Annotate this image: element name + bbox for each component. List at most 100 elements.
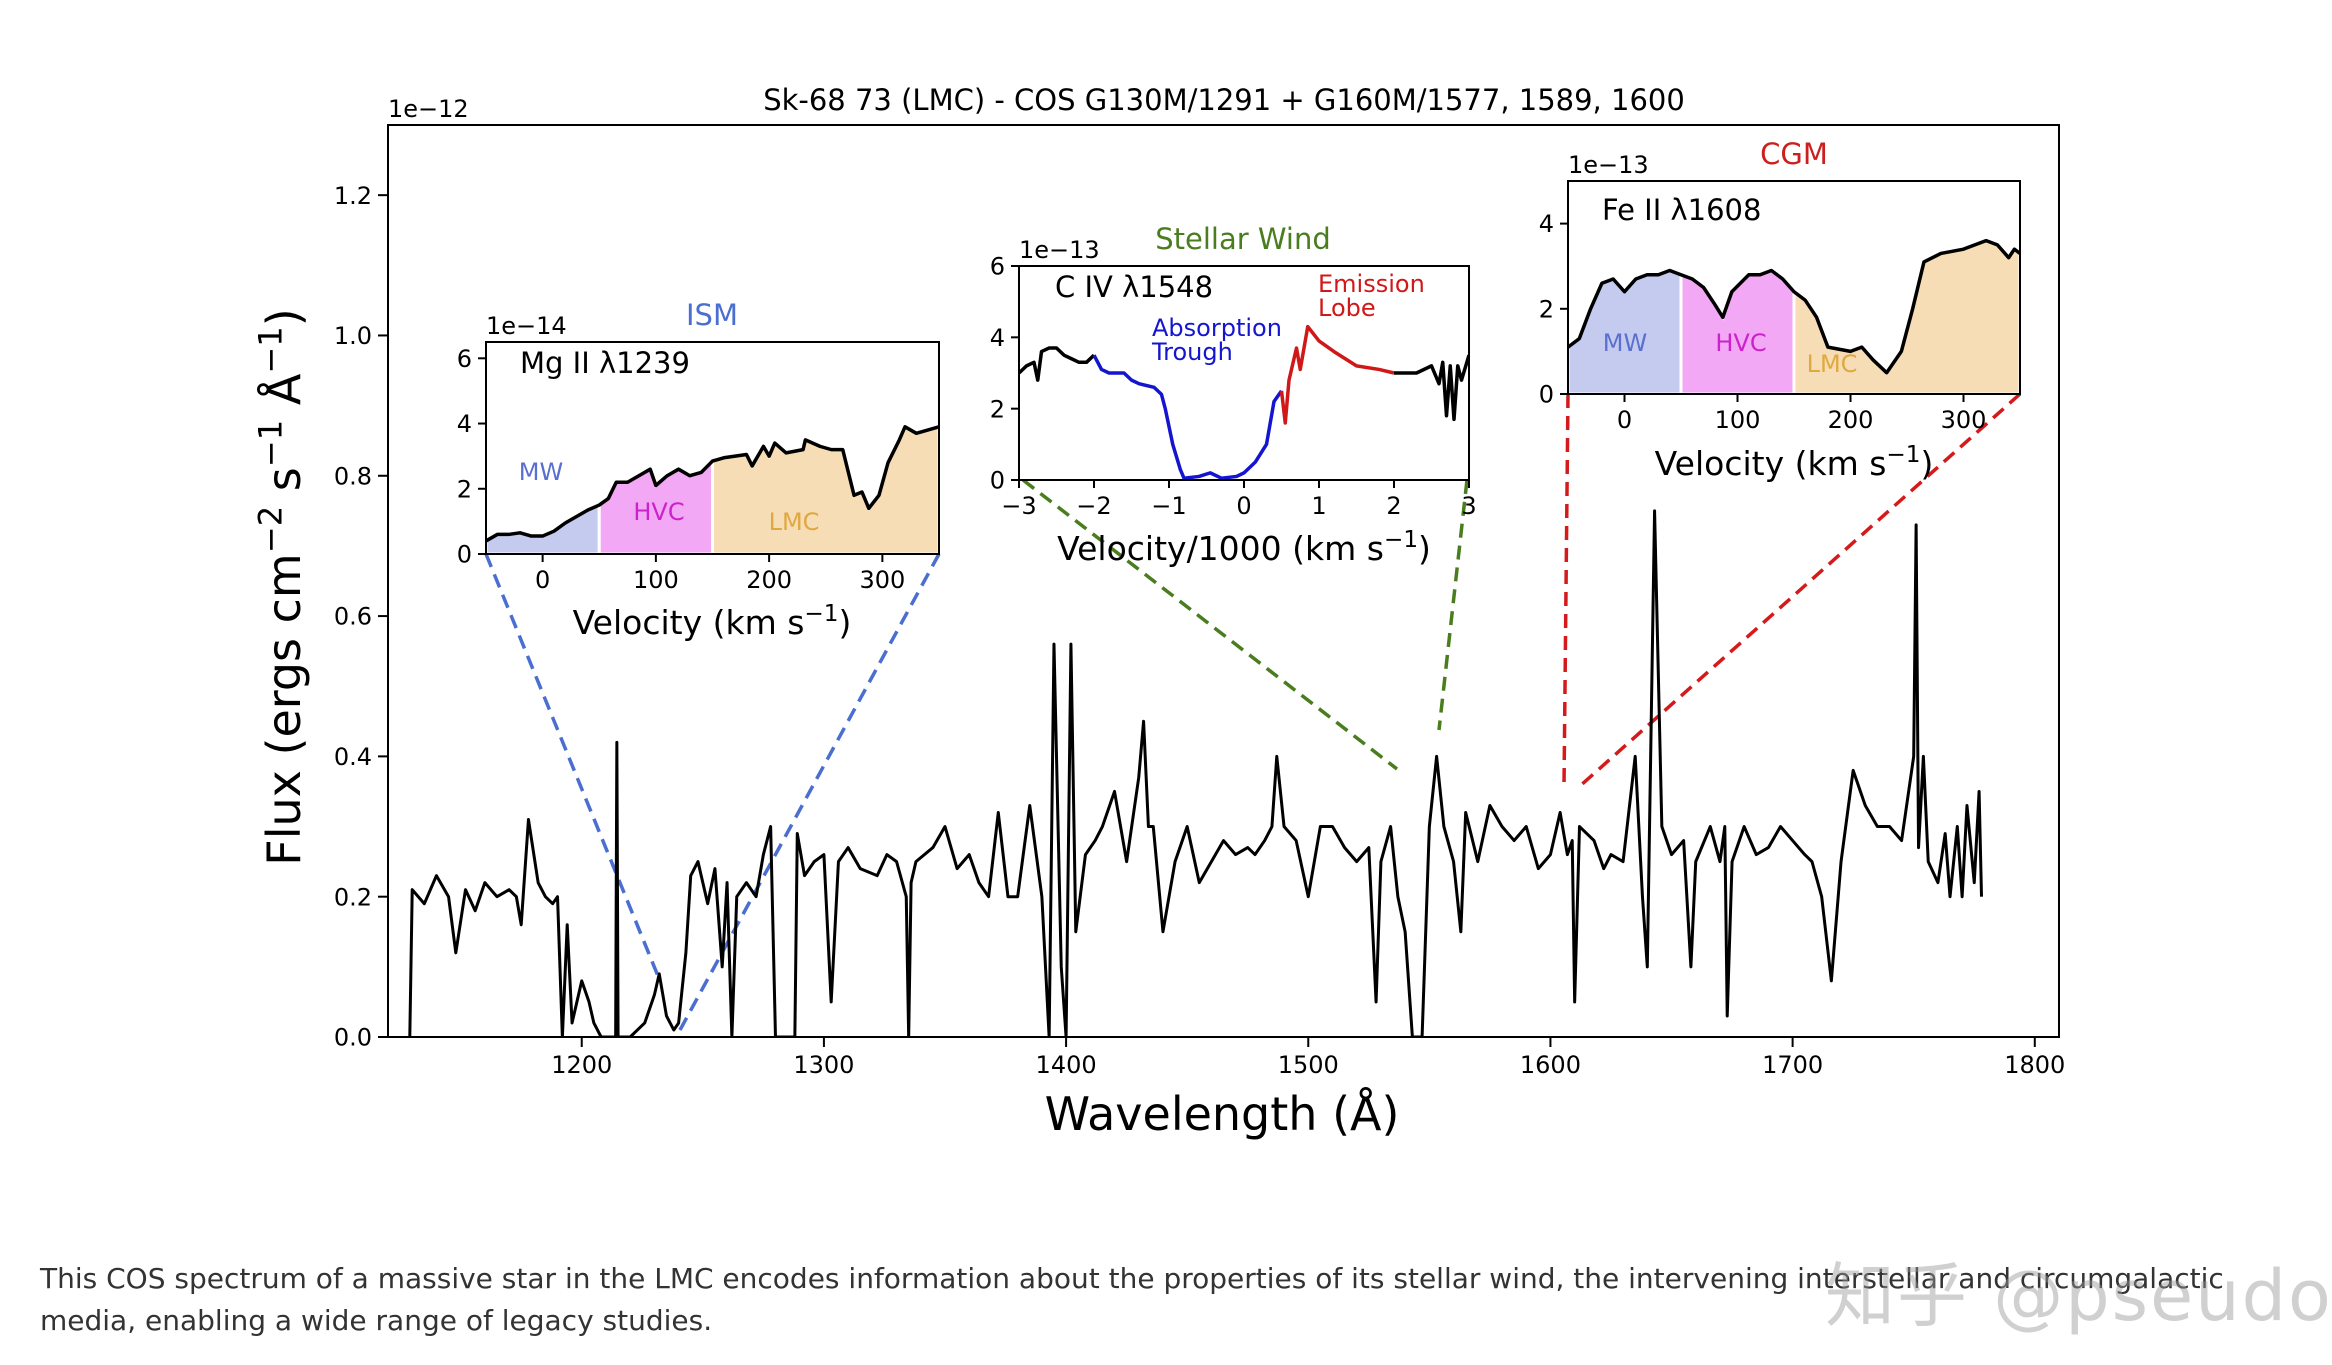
axis-offset-label: 1e−14 — [486, 312, 567, 340]
plot-area — [486, 424, 939, 554]
inset-x-axis-label: Velocity (km s−1) — [1655, 442, 1934, 483]
x-tick-label: 100 — [1715, 406, 1761, 434]
y-tick-label: 1.0 — [334, 322, 372, 350]
spectrum-line — [486, 425, 939, 543]
y-tick-label: 0.8 — [334, 462, 372, 490]
inset-fe2-cgm: 0 100 200 300 0 2 4 1e−13 CGM Fe II λ1608 Velocity… — [1539, 137, 2021, 483]
axes-frame — [485, 341, 940, 555]
axis-offset-label: 1e−13 — [1019, 236, 1100, 264]
x-tick-label: 1 — [1311, 492, 1326, 520]
region-label-hvc: HVC — [633, 498, 684, 526]
label-part: ) — [1418, 529, 1431, 568]
segment-label-2: Emission Lobe — [1318, 270, 1425, 322]
axes-frame — [387, 124, 2060, 1038]
caption-line-1: This COS spectrum of a massive star in t… — [40, 1262, 2224, 1295]
ion-line-label: Mg II λ1239 — [520, 346, 690, 380]
label-part: ) — [838, 603, 851, 642]
inset-x-axis-label: Velocity/1000 (km s−1) — [1057, 527, 1431, 568]
inset-title: ISM — [686, 298, 738, 332]
spectrum-line — [408, 509, 1984, 1037]
x-tick-label: 1200 — [551, 1051, 612, 1079]
figure-caption: This COS spectrum of a massive star in t… — [40, 1258, 2300, 1342]
x-tick-label: 3 — [1461, 492, 1476, 520]
inset-x-axis-label: Velocity (km s−1) — [573, 601, 852, 642]
zoom-connector-line — [1021, 478, 1399, 771]
y-tick-label: 4 — [990, 324, 1005, 352]
y-tick-label: 2 — [1539, 295, 1554, 323]
label-superscript: −1 — [252, 420, 290, 467]
label-part: Å — [257, 373, 311, 420]
x-tick-label: 200 — [746, 566, 792, 594]
x-tick-label: 300 — [1941, 406, 1987, 434]
x-axis-label: Wavelength (Å) — [1045, 1087, 1400, 1141]
region-label-lmc: LMC — [769, 508, 820, 536]
x-tick-label: 1500 — [1278, 1051, 1339, 1079]
region-label-hvc: HVC — [1715, 329, 1766, 357]
y-tick-label: 0.2 — [334, 883, 372, 911]
label-superscript: −1 — [1384, 527, 1418, 553]
zoom-connector-line — [484, 553, 660, 977]
y-tick-label: 0.6 — [334, 603, 372, 631]
plot-area — [1019, 324, 1469, 480]
label-part: s — [257, 467, 311, 506]
inset-mg2-ism: 0 100 200 300 0 2 4 6 1e−14 ISM Mg II λ1239 Velocit… — [457, 298, 940, 642]
axis-offset-label: 1e−13 — [1568, 151, 1649, 179]
x-tick-label: 1400 — [1036, 1051, 1097, 1079]
spectrum-segment-2 — [1279, 324, 1395, 425]
y-tick-label: 6 — [990, 253, 1005, 281]
region-label-mw: MW — [1603, 329, 1647, 357]
x-tick-label: −2 — [1076, 492, 1111, 520]
inset-title: CGM — [1760, 137, 1828, 171]
caption-line-2: media, enabling a wide range of legacy s… — [40, 1304, 713, 1337]
x-tick-label: 0 — [1617, 406, 1632, 434]
label-part: ) — [1920, 444, 1933, 483]
spectrum-segment-3 — [1394, 354, 1469, 422]
y-tick-label: 1.2 — [334, 182, 372, 210]
label-part: Velocity (km s — [1655, 444, 1887, 483]
ion-line-label: Fe II λ1608 — [1602, 193, 1761, 227]
y-tick-label: 0 — [457, 541, 472, 569]
x-tick-label: 1300 — [793, 1051, 854, 1079]
segment-label-line: Lobe — [1318, 294, 1376, 322]
label-part: Velocity/1000 (km s — [1057, 529, 1384, 568]
y-tick-label: 0.4 — [334, 743, 372, 771]
segment-label-line: Trough — [1151, 338, 1233, 366]
zoom-connector-line — [1437, 479, 1469, 731]
label-superscript: −1 — [804, 601, 838, 627]
y-tick-label: 2 — [990, 395, 1005, 423]
segment-label-line: Emission — [1318, 270, 1425, 298]
y-tick-label: 2 — [457, 475, 472, 503]
y-tick-label: 0 — [990, 467, 1005, 495]
label-part: Flux (ergs cm — [257, 553, 311, 865]
region-label-mw: MW — [519, 458, 563, 486]
chart-title: Sk-68 73 (LMC) - COS G130M/1291 + G160M/… — [763, 83, 1685, 117]
spectrum-line — [1568, 238, 2020, 375]
x-tick-label: −3 — [1001, 492, 1036, 520]
x-tick-label: 1700 — [1762, 1051, 1823, 1079]
spectrum-figure: Sk-68 73 (LMC) - COS G130M/1291 + G160M/… — [252, 83, 2066, 1141]
axes-frame — [1567, 180, 2021, 395]
watermark: 知乎 @pseudo — [1825, 1255, 2332, 1337]
y-tick-label: 4 — [457, 410, 472, 438]
x-tick-label: 0 — [1236, 492, 1251, 520]
x-tick-label: 200 — [1828, 406, 1874, 434]
x-tick-label: 300 — [859, 566, 905, 594]
zoom-connector-line — [1562, 393, 1570, 787]
segment-label-line: Absorption — [1152, 314, 1282, 342]
x-tick-label: 1600 — [1520, 1051, 1581, 1079]
inset-title: Stellar Wind — [1155, 222, 1331, 256]
x-tick-label: 1800 — [2004, 1051, 2065, 1079]
x-tick-label: 100 — [633, 566, 679, 594]
label-superscript: −1 — [1886, 442, 1920, 468]
y-axis-label: Flux (ergs cm−2 s−1 Å−1) — [252, 308, 311, 865]
y-tick-label: 0.0 — [334, 1024, 372, 1052]
label-superscript: −1 — [252, 326, 290, 373]
y-tick-label: 0 — [1539, 381, 1554, 409]
axis-offset-label: 1e−12 — [388, 95, 469, 123]
region-label-lmc: LMC — [1807, 350, 1858, 378]
plot-area — [1568, 238, 2020, 394]
plot-area — [408, 509, 1984, 1037]
label-part: ) — [257, 308, 311, 326]
label-superscript: −2 — [252, 506, 290, 553]
